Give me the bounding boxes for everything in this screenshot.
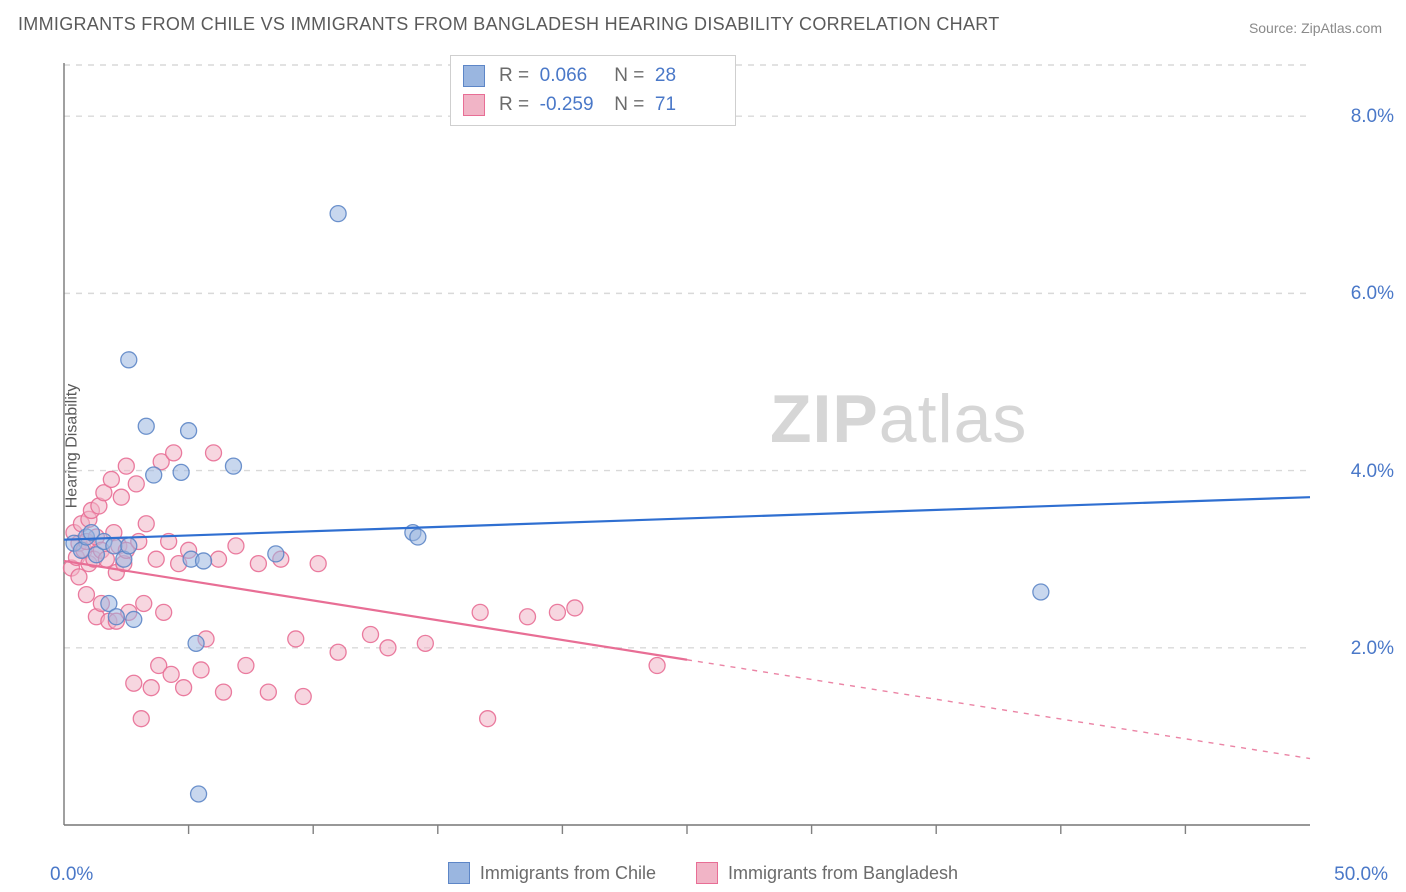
- chart-svg: [50, 55, 1360, 845]
- y-tick-label: 6.0%: [1351, 283, 1394, 305]
- source-label: Source: ZipAtlas.com: [1249, 20, 1382, 36]
- y-tick-label: 8.0%: [1351, 106, 1394, 128]
- stats-row-chile: R = 0.066 N = 28: [463, 62, 719, 91]
- y-tick-label: 2.0%: [1351, 638, 1394, 660]
- legend-item-bangladesh: Immigrants from Bangladesh: [696, 862, 958, 884]
- legend-label-chile: Immigrants from Chile: [480, 863, 656, 884]
- chart-title: IMMIGRANTS FROM CHILE VS IMMIGRANTS FROM…: [18, 14, 1000, 35]
- chart-container: IMMIGRANTS FROM CHILE VS IMMIGRANTS FROM…: [0, 0, 1406, 892]
- y-tick-label: 4.0%: [1351, 461, 1394, 483]
- legend-swatch-bangladesh: [696, 862, 718, 884]
- legend-swatch-chile: [448, 862, 470, 884]
- stats-legend: R = 0.066 N = 28R = -0.259 N = 71: [450, 55, 736, 126]
- legend-item-chile: Immigrants from Chile: [448, 862, 656, 884]
- plot-area: [50, 55, 1360, 845]
- stats-row-bangladesh: R = -0.259 N = 71: [463, 91, 719, 120]
- swatch-chile: [463, 65, 485, 87]
- bottom-legend: Immigrants from Chile Immigrants from Ban…: [0, 862, 1406, 884]
- swatch-bangladesh: [463, 94, 485, 116]
- legend-label-bangladesh: Immigrants from Bangladesh: [728, 863, 958, 884]
